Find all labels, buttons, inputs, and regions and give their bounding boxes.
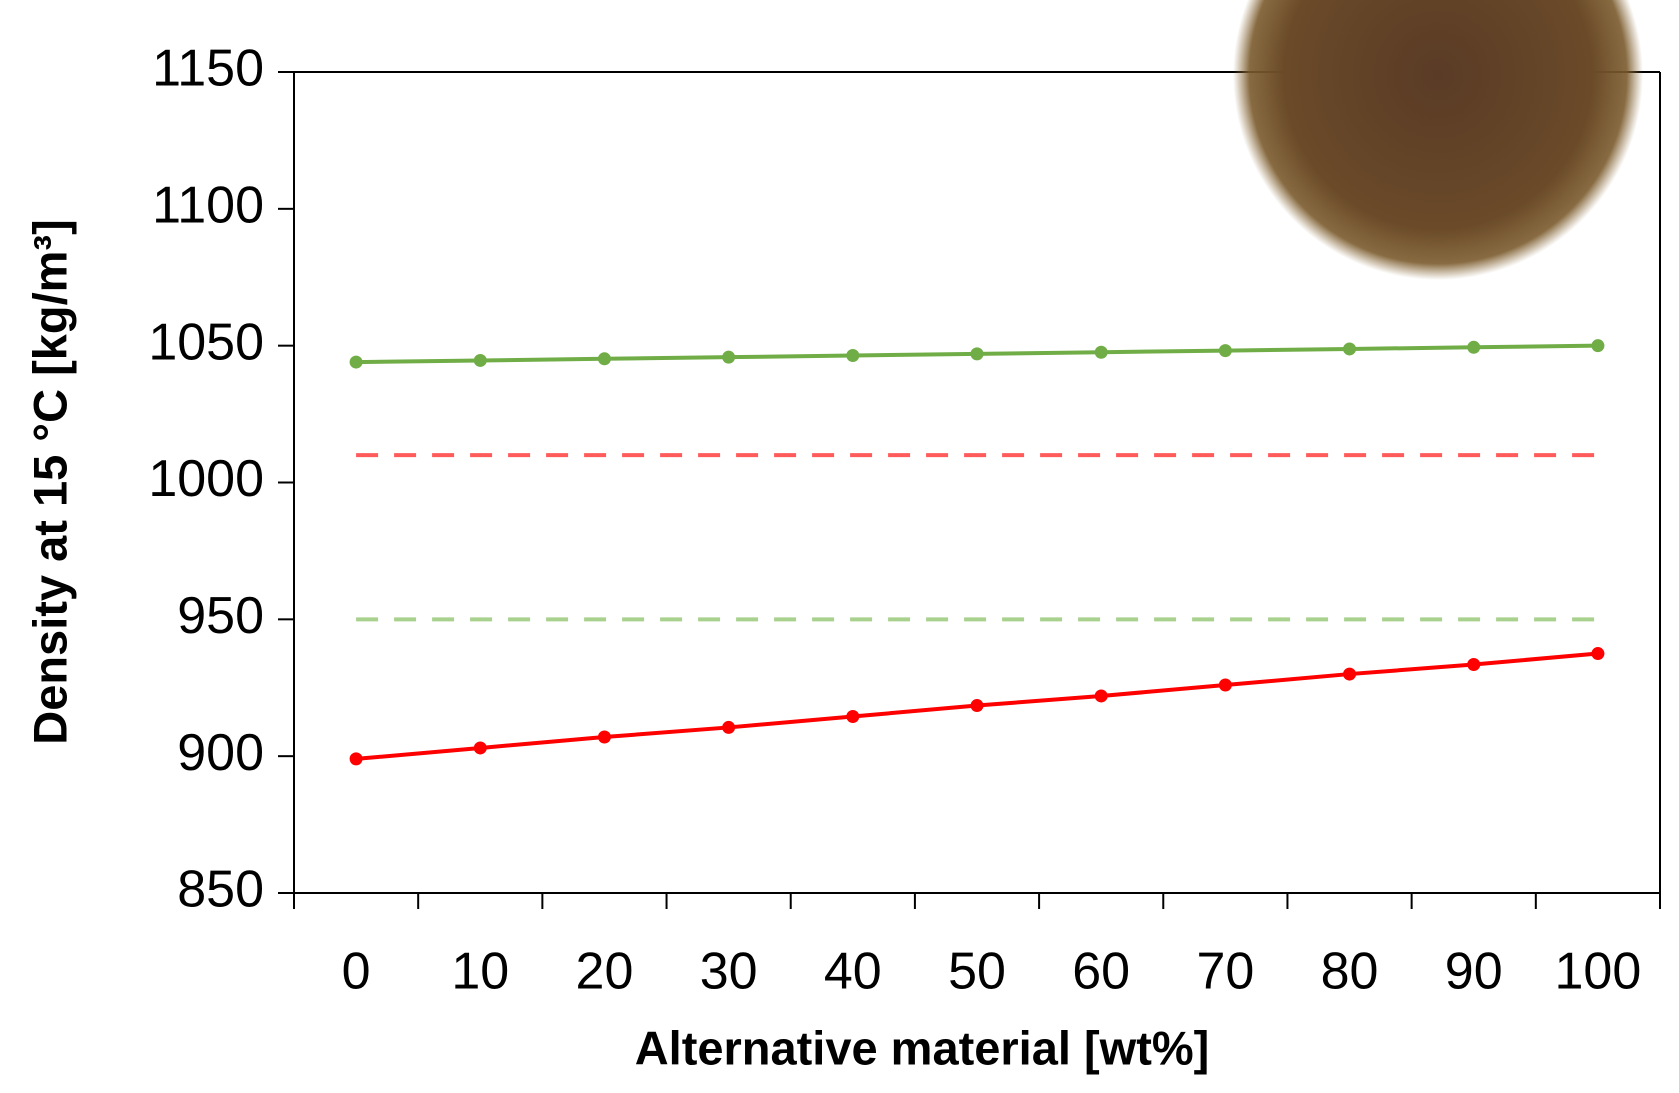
data-point: [598, 352, 611, 365]
data-point: [1219, 679, 1232, 692]
data-point: [1343, 668, 1356, 681]
y-tick-label: 1100: [152, 177, 264, 235]
data-point: [598, 731, 611, 744]
data-point: [1219, 344, 1232, 357]
x-tick-label: 40: [824, 943, 882, 1001]
sample-photo: [1233, 0, 1643, 280]
x-tick-label: 20: [576, 943, 634, 1001]
data-point: [1343, 342, 1356, 355]
x-tick-label: 80: [1321, 943, 1379, 1001]
data-point: [971, 347, 984, 360]
data-point: [1467, 658, 1480, 671]
y-axis-title: Density at 15 °C [kg/m³]: [23, 219, 76, 744]
data-point: [1591, 647, 1604, 660]
y-tick-label: 1050: [148, 313, 264, 371]
data-point: [1095, 689, 1108, 702]
data-point: [971, 699, 984, 712]
data-point: [474, 741, 487, 754]
x-tick-label: 60: [1072, 943, 1130, 1001]
x-tick-label: 0: [342, 943, 371, 1001]
x-axis-title: Alternative material [wt%]: [635, 1021, 1210, 1074]
x-tick-label: 100: [1555, 943, 1642, 1001]
y-tick-label: 1000: [148, 450, 264, 508]
y-tick-label: 1150: [152, 40, 264, 98]
x-tick-label: 50: [948, 943, 1006, 1001]
data-point: [1095, 346, 1108, 359]
data-point: [474, 354, 487, 367]
data-point: [350, 356, 363, 369]
data-point: [846, 349, 859, 362]
data-point: [1467, 341, 1480, 354]
y-tick-label: 950: [177, 587, 264, 645]
x-tick-label: 70: [1196, 943, 1254, 1001]
data-point: [722, 721, 735, 734]
x-tick-label: 30: [700, 943, 758, 1001]
y-tick-label: 900: [177, 724, 264, 782]
y-tick-label: 850: [177, 861, 264, 919]
x-tick-label: 10: [451, 943, 509, 1001]
chart: Alternative material [wt%] Density at 15…: [0, 0, 1679, 1093]
data-point: [846, 710, 859, 723]
data-point: [722, 351, 735, 364]
data-point: [350, 752, 363, 765]
data-point: [1591, 339, 1604, 352]
x-tick-label: 90: [1445, 943, 1503, 1001]
